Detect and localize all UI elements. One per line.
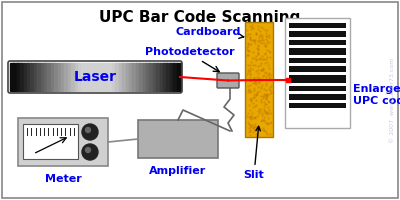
Bar — [78, 63, 82, 91]
Bar — [126, 63, 130, 91]
Bar — [129, 63, 133, 91]
Circle shape — [82, 124, 98, 140]
Text: Slit: Slit — [244, 126, 264, 180]
Bar — [51, 63, 55, 91]
Bar — [30, 63, 35, 91]
Bar — [71, 63, 76, 91]
Bar — [289, 58, 346, 63]
Bar — [285, 18, 350, 128]
Bar — [166, 63, 170, 91]
Bar — [85, 63, 89, 91]
Bar — [122, 63, 126, 91]
Bar — [54, 63, 58, 91]
Bar — [170, 63, 174, 91]
Bar — [61, 63, 65, 91]
Bar — [10, 63, 14, 91]
Bar — [47, 63, 52, 91]
Bar — [58, 63, 62, 91]
Bar — [177, 63, 181, 91]
Circle shape — [86, 148, 90, 152]
Bar — [289, 94, 346, 100]
Text: Cardboard: Cardboard — [175, 27, 244, 38]
Bar — [105, 63, 110, 91]
Bar — [289, 40, 346, 45]
Bar — [289, 86, 346, 91]
Bar — [41, 63, 45, 91]
Bar — [44, 63, 48, 91]
Bar — [163, 63, 167, 91]
Bar — [24, 63, 28, 91]
Bar — [102, 63, 106, 91]
Bar — [74, 63, 79, 91]
Bar — [153, 63, 157, 91]
Text: UPC Bar Code Scanning: UPC Bar Code Scanning — [99, 10, 301, 25]
Text: Amplifier: Amplifier — [149, 166, 207, 176]
Bar — [27, 63, 31, 91]
Bar — [98, 63, 102, 91]
Bar — [289, 48, 346, 55]
Bar — [119, 63, 123, 91]
FancyBboxPatch shape — [217, 73, 239, 88]
Bar — [173, 63, 177, 91]
Text: Laser: Laser — [74, 70, 116, 84]
Bar — [37, 63, 42, 91]
Bar — [95, 63, 99, 91]
Text: Photodetector: Photodetector — [145, 47, 235, 57]
Bar — [82, 63, 86, 91]
Bar — [18, 118, 108, 166]
Text: © 2007  www.Lazer73.com: © 2007 www.Lazer73.com — [390, 57, 395, 143]
Text: Enlarged
UPC code: Enlarged UPC code — [353, 84, 400, 106]
Bar — [68, 63, 72, 91]
Bar — [112, 63, 116, 91]
Bar — [245, 22, 273, 137]
Bar — [64, 63, 69, 91]
Bar — [34, 63, 38, 91]
Bar — [156, 63, 160, 91]
Bar — [88, 63, 92, 91]
Bar — [14, 63, 18, 91]
Bar — [289, 66, 346, 72]
Bar — [289, 75, 346, 83]
Bar — [142, 63, 147, 91]
Bar — [139, 63, 143, 91]
Circle shape — [82, 144, 98, 160]
Bar — [160, 63, 164, 91]
Bar — [138, 120, 218, 158]
Bar — [150, 63, 154, 91]
Bar — [23, 124, 78, 159]
Bar — [132, 63, 136, 91]
Bar — [116, 63, 120, 91]
Bar — [20, 63, 24, 91]
Bar — [289, 31, 346, 37]
Bar — [109, 63, 113, 91]
Bar — [92, 63, 96, 91]
Bar — [289, 23, 346, 28]
Bar — [146, 63, 150, 91]
Bar — [17, 63, 21, 91]
Text: Meter: Meter — [45, 174, 81, 184]
Circle shape — [86, 128, 90, 132]
Bar — [289, 103, 346, 108]
Bar — [136, 63, 140, 91]
